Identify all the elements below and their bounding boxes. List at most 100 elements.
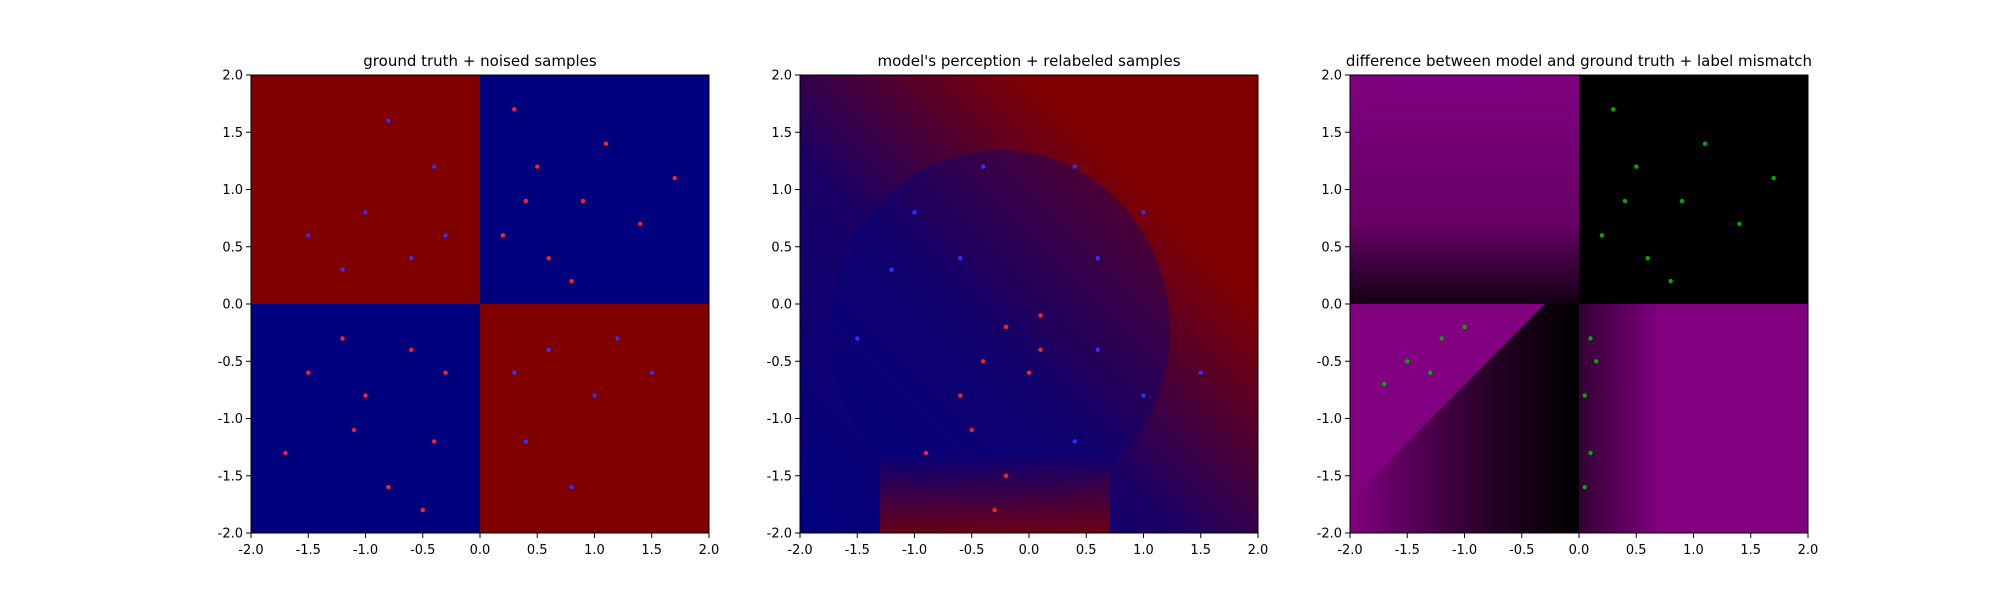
- y-tick-label: -1.0: [767, 412, 792, 427]
- y-tick-label: 0.0: [1321, 298, 1342, 313]
- axes: -2.0 -1.5 -1.0 -0.5 0.0 0.5 1.0 1.5 2.0 -2.0 -1.5 -…: [1317, 69, 1819, 559]
- data-point: [1003, 473, 1009, 478]
- data-point: [409, 347, 414, 352]
- x-tick-label: -2.0: [238, 543, 263, 558]
- data-point: [386, 485, 391, 490]
- data-point: [1141, 393, 1146, 398]
- x-tick-label: 2.0: [1248, 543, 1269, 558]
- y-tick-label: -0.5: [218, 355, 243, 370]
- background-red-bottom: [880, 360, 1110, 533]
- data-point: [1582, 485, 1587, 490]
- x-tick-label: -1.5: [1395, 543, 1420, 558]
- y-tick-label: 0.5: [771, 240, 792, 255]
- axes: -2.0 -1.5 -1.0 -0.5 0.0 0.5 1.0 1.5 2.0 -2.0 -1.5 -…: [767, 69, 1269, 559]
- data-point: [1771, 175, 1776, 181]
- data-point: [1095, 347, 1100, 352]
- x-tick-label: -1.0: [353, 543, 378, 558]
- x-tick-label: -1.5: [296, 543, 321, 558]
- x-tick-label: -1.5: [845, 543, 870, 558]
- y-tick-label: 2.0: [1321, 69, 1342, 84]
- data-point: [535, 164, 540, 169]
- data-point: [1072, 164, 1078, 169]
- data-point: [512, 107, 517, 112]
- y-tick-label: -1.5: [218, 469, 243, 484]
- y-tick-label: 1.0: [771, 183, 792, 198]
- data-point: [1038, 347, 1043, 352]
- x-tick-label: 0.0: [1019, 543, 1040, 558]
- data-point: [523, 439, 528, 444]
- data-point: [363, 393, 368, 398]
- x-tick-label: 0.5: [527, 543, 548, 558]
- y-tick-label: 1.5: [1321, 126, 1342, 141]
- data-point: [638, 221, 643, 226]
- data-point: [923, 450, 929, 456]
- data-point: [1611, 107, 1616, 112]
- data-point: [603, 141, 609, 146]
- data-point: [1702, 141, 1708, 146]
- data-point: [672, 175, 677, 181]
- data-point: [569, 485, 574, 490]
- data-point: [443, 370, 448, 375]
- x-tick-label: 2.0: [699, 543, 720, 558]
- y-tick-label: 0.5: [1321, 240, 1342, 255]
- data-point: [1095, 256, 1100, 261]
- y-tick-label: 2.0: [222, 69, 243, 84]
- data-point: [340, 336, 345, 341]
- data-point: [1634, 164, 1639, 169]
- data-point: [981, 359, 986, 364]
- data-point: [912, 210, 917, 215]
- data-point: [1462, 324, 1467, 330]
- data-point: [969, 427, 974, 433]
- data-point: [1428, 370, 1433, 375]
- x-tick-label: -0.5: [959, 543, 984, 558]
- x-tick-label: 1.0: [1683, 543, 1704, 558]
- data-point: [1599, 233, 1605, 238]
- y-tick-label: 0.0: [222, 298, 243, 313]
- data-point: [569, 278, 574, 284]
- q-br-fade: [1579, 304, 1808, 533]
- data-point: [580, 198, 586, 204]
- x-tick-label: -2.0: [1337, 543, 1362, 558]
- data-point: [1645, 256, 1650, 261]
- y-tick-label: -2.0: [767, 527, 792, 542]
- x-tick-label: 0.5: [1076, 543, 1097, 558]
- data-point: [1198, 370, 1204, 375]
- panel-difference: difference between model and ground trut…: [1317, 52, 1819, 558]
- data-point: [363, 210, 368, 215]
- chart-title: difference between model and ground trut…: [1346, 52, 1812, 70]
- data-point: [1679, 198, 1685, 204]
- x-tick-label: 0.0: [470, 543, 491, 558]
- y-tick-label: -2.0: [1317, 527, 1342, 542]
- data-point: [981, 164, 986, 169]
- data-point: [1594, 359, 1599, 364]
- data-point: [500, 233, 506, 238]
- y-tick-label: -1.0: [1317, 412, 1342, 427]
- scatter-points: [855, 164, 1204, 513]
- data-point: [1072, 439, 1078, 444]
- y-tick-label: 0.0: [771, 298, 792, 313]
- panel-ground-truth: ground truth + noised samples -2.0 -1.5 -1…: [218, 52, 720, 558]
- data-point: [615, 336, 620, 341]
- data-point: [351, 427, 357, 433]
- data-point: [1588, 336, 1593, 341]
- y-tick-label: -1.5: [1317, 469, 1342, 484]
- y-tick-label: -0.5: [1317, 355, 1342, 370]
- data-point: [443, 233, 448, 238]
- data-point: [386, 118, 391, 124]
- x-tick-label: 0.0: [1569, 543, 1590, 558]
- data-point: [432, 439, 437, 444]
- data-point: [1737, 221, 1742, 226]
- x-tick-label: -0.5: [410, 543, 435, 558]
- x-tick-label: 1.0: [1133, 543, 1154, 558]
- x-tick-label: -1.0: [902, 543, 927, 558]
- data-point: [420, 507, 425, 513]
- y-tick-label: -1.0: [218, 412, 243, 427]
- data-point: [546, 347, 551, 352]
- chart-title: ground truth + noised samples: [363, 52, 597, 70]
- y-tick-label: 1.5: [222, 126, 243, 141]
- y-tick-label: 1.0: [222, 183, 243, 198]
- axes: -2.0 -1.5 -1.0 -0.5 0.0 0.5 1.0 1.5 2.0 -2.0 -1.5 -…: [218, 69, 720, 559]
- q-bl: [251, 304, 480, 533]
- scatter-points: [1382, 107, 1776, 490]
- data-point: [1588, 450, 1593, 456]
